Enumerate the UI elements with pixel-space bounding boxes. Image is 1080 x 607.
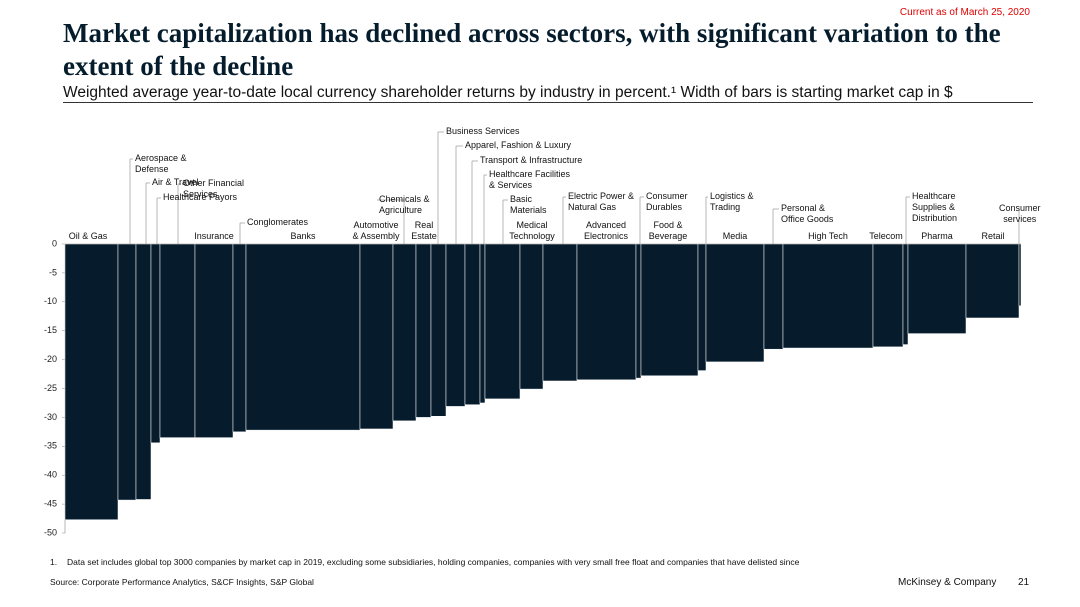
y-tick-label: -35: [44, 441, 57, 451]
bar: [415, 243, 432, 418]
bar: [194, 243, 234, 438]
bar: [542, 243, 578, 382]
category-label: Business Services: [446, 126, 520, 136]
category-label: Insurance: [194, 231, 234, 241]
category-label: Other Financial Services: [183, 178, 245, 199]
category-label: Food & Beverage: [648, 220, 688, 241]
bar: [697, 243, 707, 371]
bar: [902, 243, 909, 345]
y-tick-label: -15: [44, 325, 57, 335]
bar: [640, 243, 699, 377]
category-label: Healthcare Supplies & Distribution: [912, 191, 958, 223]
page-number: 21: [1018, 577, 1030, 588]
category-label: Electric Power & Natural Gas: [568, 191, 635, 212]
category-label: Air & Travel: [152, 177, 199, 187]
category-label: Retail: [981, 231, 1005, 241]
category-label: Telecom: [869, 231, 903, 241]
footnote-marker: 1.: [50, 557, 58, 567]
bar: [135, 243, 152, 500]
bar: [359, 243, 394, 430]
bar: [576, 243, 637, 381]
y-tick-label: -10: [44, 296, 57, 306]
category-label: Automotive & Assembly: [352, 220, 400, 241]
category-label: Transport & Infrastructure: [480, 155, 583, 165]
y-tick-label: -20: [44, 354, 57, 364]
category-label: Healthcare Facilities & Services: [489, 169, 571, 190]
bar: [392, 243, 417, 422]
category-label: Logistics & Trading: [710, 191, 754, 212]
y-tick-label: -30: [44, 412, 57, 422]
category-label: High Tech: [808, 231, 848, 241]
bar: [479, 243, 486, 404]
bar: [245, 243, 361, 431]
y-tick-label: -45: [44, 498, 57, 508]
bar: [965, 243, 1020, 319]
y-tick-label: -5: [49, 267, 57, 277]
bar: [117, 243, 137, 501]
category-label: Consumer Durables: [646, 191, 688, 212]
category-label: Medical Technology: [509, 220, 555, 241]
footnote: Data set includes global top 3000 compan…: [67, 557, 800, 567]
category-label: Banks: [290, 231, 316, 241]
subtitle: Weighted average year-to-date local curr…: [63, 84, 953, 101]
bar: [159, 243, 196, 438]
bar: [635, 243, 642, 379]
bar: [484, 243, 521, 400]
bar: [64, 243, 119, 520]
y-tick-label: 0: [52, 238, 57, 248]
y-tick-label: -25: [44, 383, 57, 393]
category-label: Aerospace & Defense: [135, 153, 187, 174]
bar: [907, 243, 967, 334]
category-label: Pharma: [921, 231, 953, 241]
category-label: Chemicals & Agriculture: [379, 194, 430, 215]
category-label: Apparel, Fashion & Luxury: [465, 140, 572, 150]
category-label: Oil & Gas: [68, 231, 108, 241]
category-label: Advanced Electronics: [583, 220, 628, 241]
y-tick-label: -50: [44, 527, 57, 537]
company: McKinsey & Company: [898, 577, 997, 588]
divider: [63, 102, 1033, 103]
bar: [519, 243, 544, 390]
title: Market capitalization has declined acros…: [63, 18, 1001, 81]
category-label: Basic Materials: [510, 194, 547, 215]
category-label: Consumer services: [999, 203, 1041, 224]
bar: [464, 243, 481, 405]
bar: [150, 243, 161, 444]
bar: [705, 243, 765, 363]
bar: [782, 243, 874, 349]
bar: [763, 243, 784, 350]
category-label: Real Estate: [411, 220, 437, 241]
source: Source: Corporate Performance Analytics,…: [50, 577, 314, 587]
bar: [872, 243, 904, 348]
category-label: Conglomerates: [247, 217, 309, 227]
date-note: Current as of March 25, 2020: [899, 7, 1030, 18]
bar: [232, 243, 247, 433]
bar: [1018, 243, 1022, 307]
bar: [430, 243, 447, 417]
y-tick-label: -40: [44, 470, 57, 480]
category-label: Healthcare Payors: [163, 192, 238, 202]
bar: [445, 243, 466, 407]
category-label: Personal & Office Goods: [781, 203, 834, 224]
category-label: Media: [722, 231, 748, 241]
